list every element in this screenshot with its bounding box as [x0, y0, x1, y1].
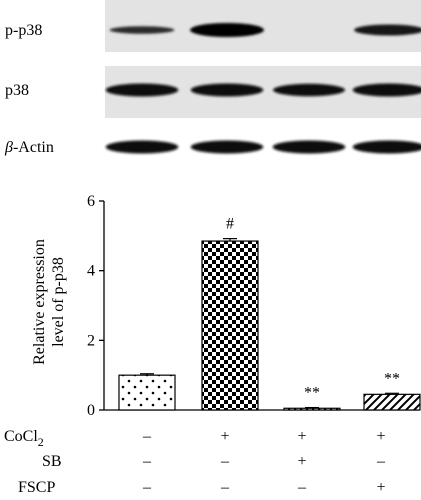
condition-label: FSCP [18, 479, 55, 496]
blot-band [105, 83, 179, 97]
blot-band [272, 140, 346, 154]
condition-sign: – [220, 453, 230, 470]
significance-marker: ** [384, 370, 400, 387]
bar-chart: 0 2 4 6 # ** ** Relative expression level of p… [4, 193, 421, 496]
blot-band [109, 26, 175, 34]
condition-row-1: SB – – + – [42, 453, 386, 470]
blot-band [354, 24, 421, 36]
blot-band [352, 83, 421, 97]
condition-sign: – [142, 453, 152, 470]
bar-3 [283, 407, 341, 411]
y-tick-label: 0 [87, 402, 95, 419]
western-blot-panel: p-p38 p38 β-Actin [4, 0, 421, 156]
bars: # ** ** [118, 216, 421, 411]
bar-4 [363, 393, 421, 411]
blot-row-1: p38 [5, 66, 421, 118]
y-axis-label: Relative expression level of p-p38 [31, 239, 67, 365]
blot-row-label: β-Actin [4, 139, 54, 156]
blot-row-label: p38 [5, 82, 29, 99]
blot-row-label: p-p38 [5, 22, 42, 39]
blot-band [352, 140, 421, 154]
condition-sign: – [376, 453, 386, 470]
blot-row-0: p-p38 [5, 0, 421, 52]
condition-sign: – [220, 479, 230, 496]
blot-band [190, 83, 264, 97]
y-tick-label: 2 [87, 332, 95, 349]
y-tick-label: 6 [87, 193, 95, 210]
condition-label: SB [42, 453, 62, 470]
y-axis-label-line: level of p-p38 [50, 257, 67, 347]
y-axis-label-line: Relative expression [31, 239, 48, 365]
condition-table: CoCl2 – + + + SB – – + – FSCP – – – + [4, 428, 386, 496]
condition-sign: – [142, 428, 152, 445]
blot-band [190, 140, 264, 154]
condition-row-0: CoCl2 – + + + [4, 428, 386, 449]
significance-marker: ** [304, 385, 320, 402]
blot-band [190, 23, 264, 37]
condition-label: CoCl2 [4, 428, 44, 449]
bar-2 [201, 240, 259, 411]
bar-1 [118, 374, 176, 411]
condition-sign: + [297, 428, 306, 445]
blot-band [105, 140, 179, 154]
y-tick-label: 4 [87, 263, 95, 280]
condition-sign: + [297, 453, 306, 470]
significance-marker: # [226, 216, 234, 233]
condition-sign: + [376, 428, 385, 445]
condition-row-2: FSCP – – – + [18, 479, 386, 496]
condition-sign: – [142, 479, 152, 496]
blot-band [273, 83, 345, 97]
blot-row-2: β-Actin [4, 139, 421, 156]
condition-sign: + [376, 479, 385, 496]
condition-sign: – [297, 479, 307, 496]
condition-sign: + [220, 428, 229, 445]
